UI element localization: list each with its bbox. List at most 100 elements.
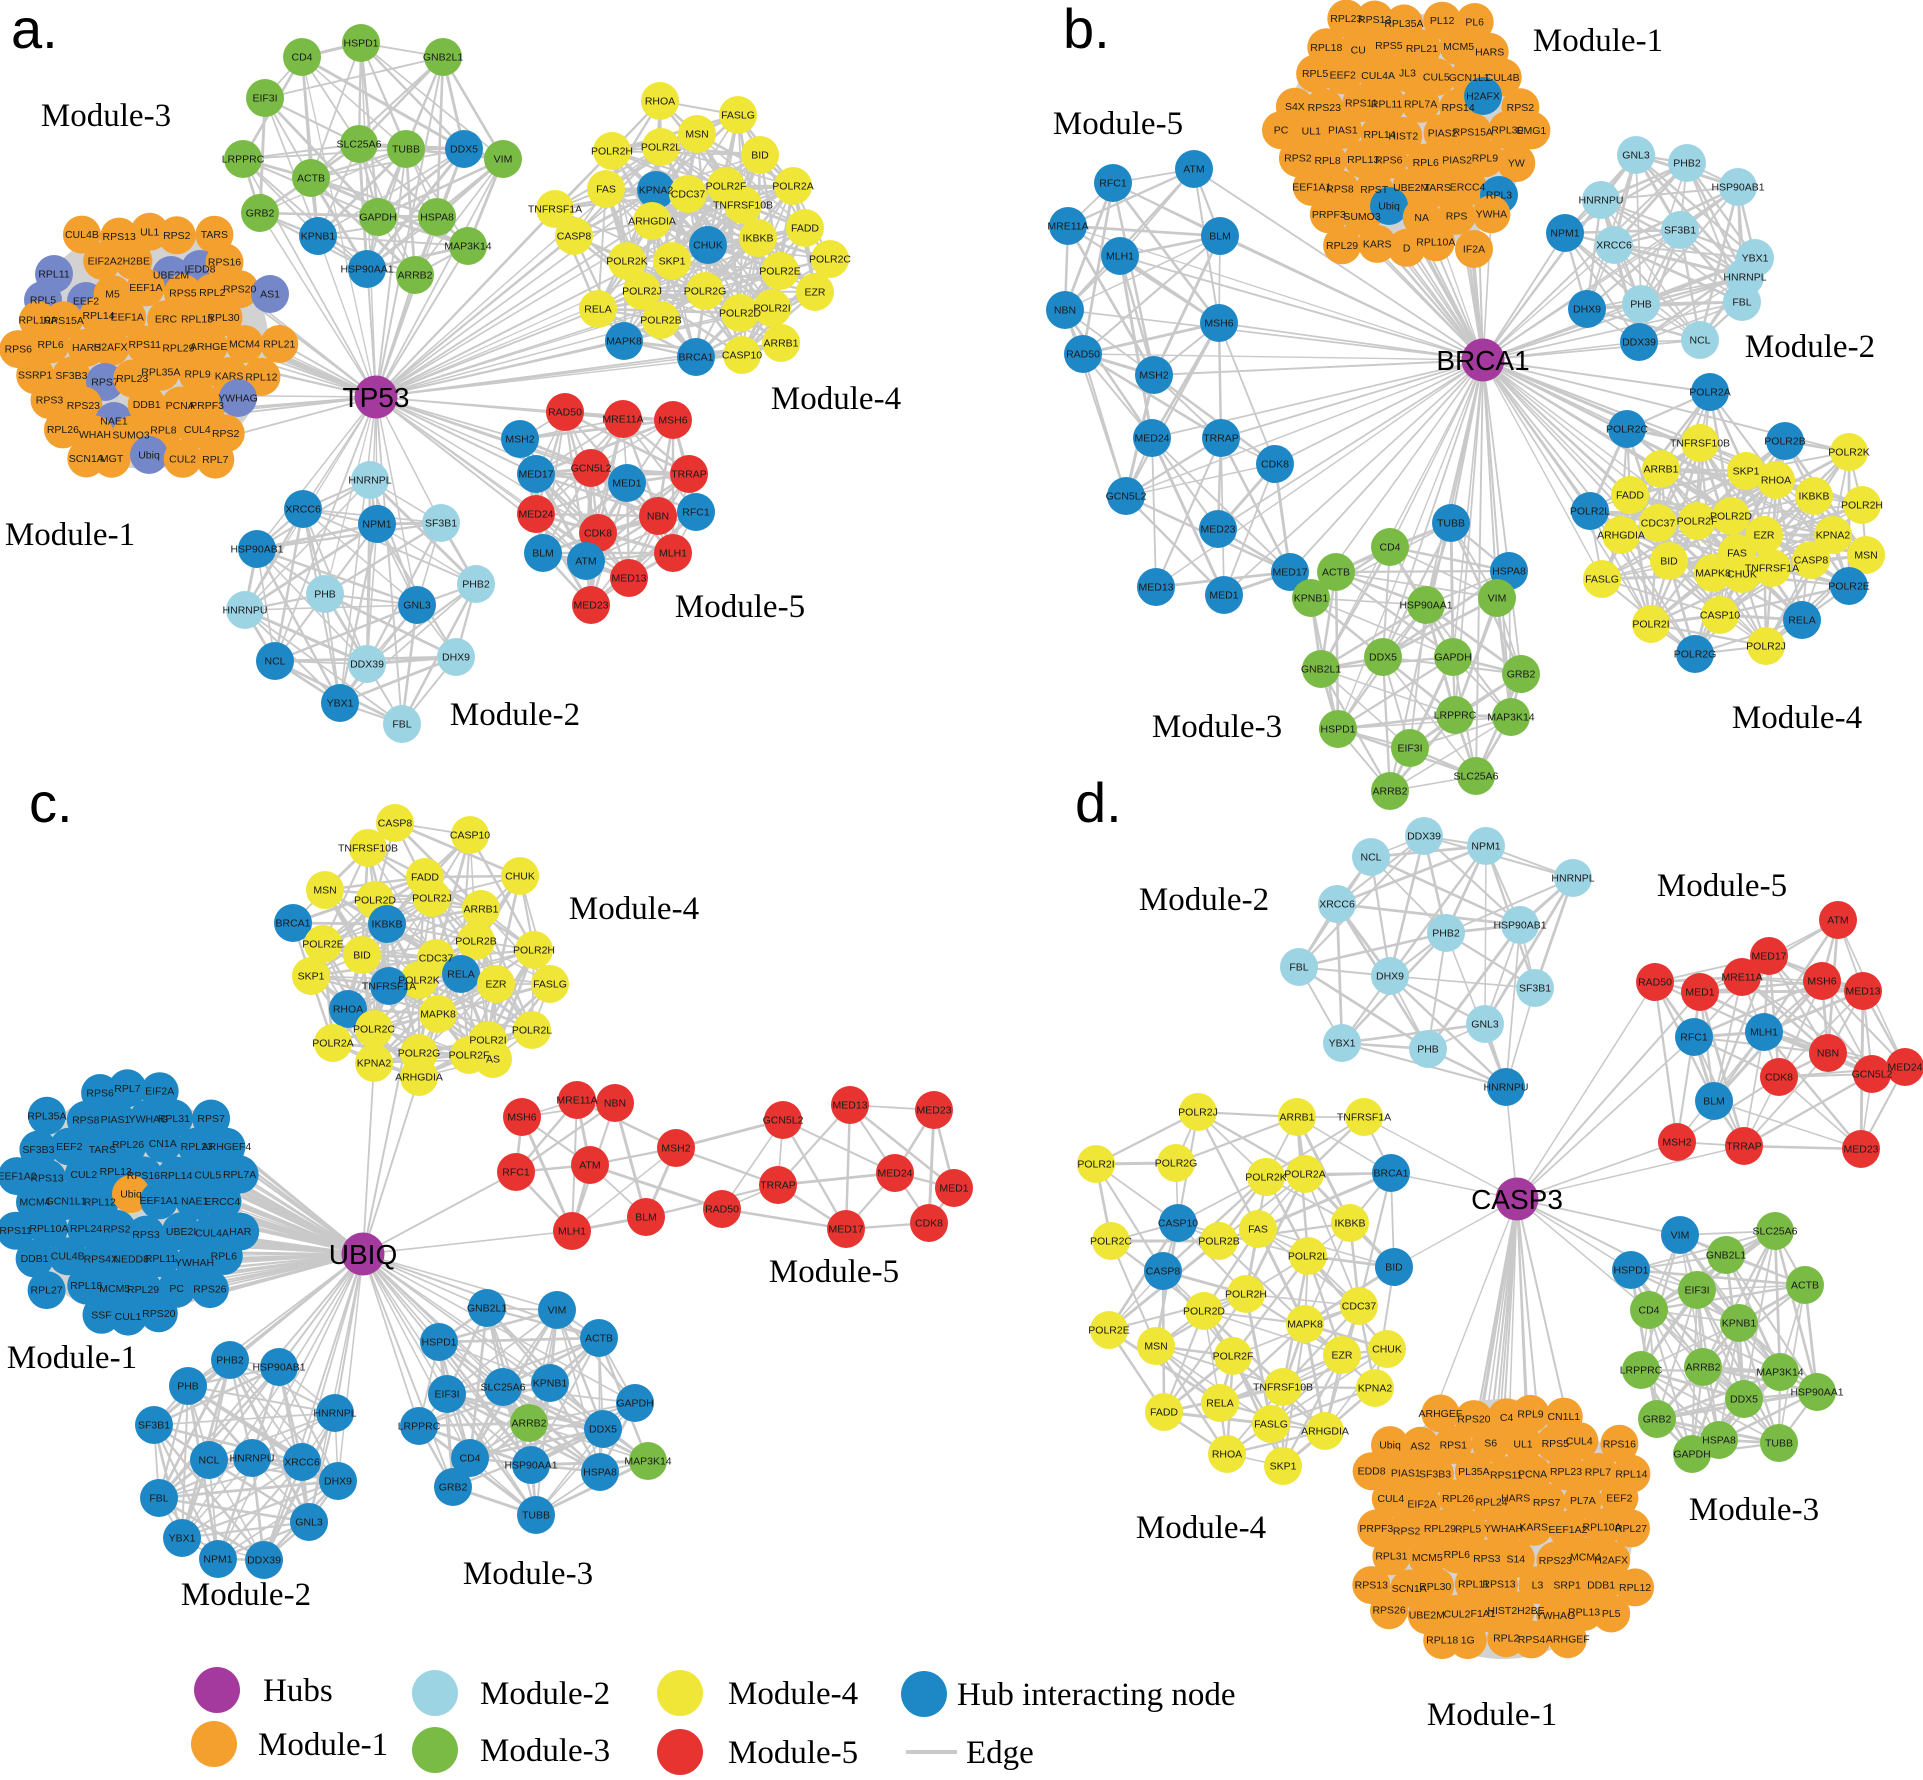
svg-text:RPL11: RPL11	[145, 1253, 176, 1265]
svg-text:HSP90AA1: HSP90AA1	[1790, 1387, 1843, 1399]
svg-text:POLR2D: POLR2D	[719, 308, 761, 320]
svg-text:RPS23: RPS23	[1308, 102, 1341, 114]
svg-text:HARS: HARS	[1475, 46, 1504, 58]
svg-text:TUBB: TUBB	[392, 144, 420, 156]
svg-text:CASP8: CASP8	[1794, 555, 1829, 567]
svg-text:DDB1: DDB1	[1587, 1579, 1615, 1591]
svg-text:CUL4A: CUL4A	[1361, 70, 1395, 82]
svg-text:CASP10: CASP10	[722, 350, 762, 362]
svg-text:CASP10: CASP10	[450, 830, 490, 842]
svg-text:POLR2D: POLR2D	[354, 895, 396, 907]
svg-text:POLR2C: POLR2C	[1090, 1236, 1132, 1248]
svg-text:Module-1: Module-1	[5, 517, 135, 553]
svg-text:CDK8: CDK8	[584, 528, 612, 540]
svg-text:IKBKB: IKBKB	[372, 919, 403, 931]
svg-text:RPS6: RPS6	[1375, 154, 1403, 166]
svg-text:FADD: FADD	[791, 223, 819, 235]
svg-text:RPL6: RPL6	[211, 1251, 237, 1263]
svg-text:POLR2A: POLR2A	[772, 181, 813, 193]
svg-text:CDK8: CDK8	[915, 1218, 943, 1230]
svg-text:DDX39: DDX39	[1407, 831, 1441, 843]
svg-text:RPL7: RPL7	[1585, 1466, 1611, 1478]
svg-text:ARRB2: ARRB2	[1685, 1362, 1720, 1374]
svg-text:RPS5: RPS5	[1542, 1438, 1570, 1450]
svg-text:WHAH: WHAH	[79, 429, 111, 441]
svg-text:RAD50: RAD50	[705, 1204, 739, 1216]
svg-text:UL1: UL1	[140, 226, 159, 238]
svg-text:HAR: HAR	[229, 1226, 252, 1238]
svg-text:KARS: KARS	[1363, 238, 1392, 250]
svg-text:ARHGEF4: ARHGEF4	[202, 1141, 252, 1153]
svg-text:MSH6: MSH6	[1807, 976, 1836, 988]
svg-text:CASP3: CASP3	[1471, 1184, 1563, 1215]
svg-text:RELA: RELA	[584, 304, 611, 316]
svg-text:RPL8: RPL8	[150, 424, 176, 436]
svg-text:DDX39: DDX39	[247, 1555, 281, 1567]
svg-text:RPST: RPST	[1360, 184, 1389, 196]
svg-text:SUMO3: SUMO3	[1343, 211, 1381, 223]
svg-text:MLH1: MLH1	[659, 548, 687, 560]
svg-text:KPNB1: KPNB1	[301, 231, 336, 243]
svg-text:SLC25A6: SLC25A6	[1753, 1226, 1798, 1238]
svg-text:BLM: BLM	[635, 1212, 657, 1224]
svg-text:MSN: MSN	[313, 885, 336, 897]
svg-text:MED1: MED1	[1685, 987, 1714, 999]
svg-text:RPL7A: RPL7A	[1404, 98, 1437, 110]
svg-text:MCM5: MCM5	[99, 1283, 130, 1295]
svg-text:GAPDH: GAPDH	[1434, 652, 1471, 664]
svg-text:RPL12: RPL12	[245, 371, 277, 383]
svg-text:MED13: MED13	[611, 573, 646, 585]
svg-text:EEF1A: EEF1A	[111, 312, 144, 324]
svg-text:LRPPRC: LRPPRC	[398, 1421, 441, 1433]
svg-text:SLC25A6: SLC25A6	[337, 139, 382, 151]
svg-text:RPS16: RPS16	[127, 1170, 160, 1182]
svg-text:MED24: MED24	[1887, 1062, 1922, 1074]
svg-text:RPL30: RPL30	[207, 312, 239, 324]
svg-text:RPS23: RPS23	[1539, 1555, 1572, 1567]
svg-text:CD4: CD4	[1638, 1305, 1659, 1317]
svg-text:POLR2J: POLR2J	[412, 893, 452, 905]
svg-text:Module-5: Module-5	[769, 1254, 899, 1290]
svg-text:BRCA1: BRCA1	[275, 918, 310, 930]
svg-text:S6: S6	[1484, 1438, 1497, 1450]
svg-text:GNB2L1: GNB2L1	[423, 52, 463, 64]
svg-text:MED17: MED17	[1751, 951, 1786, 963]
svg-text:CUL2: CUL2	[169, 453, 196, 465]
svg-text:FASLG: FASLG	[1254, 1419, 1288, 1431]
svg-text:Module-3: Module-3	[1689, 1492, 1819, 1528]
svg-text:FADD: FADD	[411, 872, 439, 884]
svg-text:RPS3: RPS3	[36, 395, 64, 407]
svg-text:RPL24: RPL24	[70, 1223, 102, 1235]
svg-text:SKP1: SKP1	[659, 256, 686, 268]
svg-text:MGT: MGT	[100, 453, 124, 465]
svg-text:RPS14: RPS14	[1441, 102, 1474, 114]
svg-text:CD4: CD4	[459, 1453, 480, 1465]
svg-text:MED1: MED1	[1209, 590, 1238, 602]
svg-text:DDX5: DDX5	[589, 1424, 617, 1436]
svg-text:FADD: FADD	[1150, 1407, 1178, 1419]
svg-text:POLR2J: POLR2J	[1178, 1107, 1218, 1119]
svg-text:RPL31: RPL31	[158, 1113, 190, 1125]
svg-text:HNRNPL: HNRNPL	[1551, 873, 1594, 885]
svg-text:PHB: PHB	[1417, 1044, 1439, 1056]
svg-text:CASP10: CASP10	[1700, 610, 1740, 622]
svg-text:TUBB: TUBB	[522, 1510, 550, 1522]
svg-text:YWHAH: YWHAH	[1484, 1523, 1523, 1535]
svg-text:GCN1L1: GCN1L1	[46, 1196, 87, 1208]
svg-text:RAD50: RAD50	[1638, 977, 1672, 989]
svg-text:RPL23: RPL23	[181, 1141, 213, 1153]
svg-text:CHUK: CHUK	[505, 871, 535, 883]
svg-text:RPS7: RPS7	[1533, 1497, 1561, 1509]
svg-text:RPL12: RPL12	[84, 1197, 116, 1209]
svg-text:POLR2H: POLR2H	[591, 146, 633, 158]
svg-text:MAPK8: MAPK8	[1287, 1319, 1323, 1331]
svg-text:SUMO3: SUMO3	[112, 429, 150, 441]
svg-text:PRPF3: PRPF3	[1359, 1523, 1393, 1535]
svg-text:ACTB: ACTB	[297, 173, 325, 185]
svg-text:POLR2K: POLR2K	[606, 256, 647, 268]
svg-text:MED13: MED13	[1845, 986, 1880, 998]
svg-text:FBL: FBL	[1732, 297, 1751, 309]
svg-text:BRCA1: BRCA1	[1373, 1168, 1408, 1180]
svg-text:TNFRSF1A: TNFRSF1A	[528, 204, 582, 216]
svg-text:RPL9: RPL9	[1472, 153, 1498, 165]
